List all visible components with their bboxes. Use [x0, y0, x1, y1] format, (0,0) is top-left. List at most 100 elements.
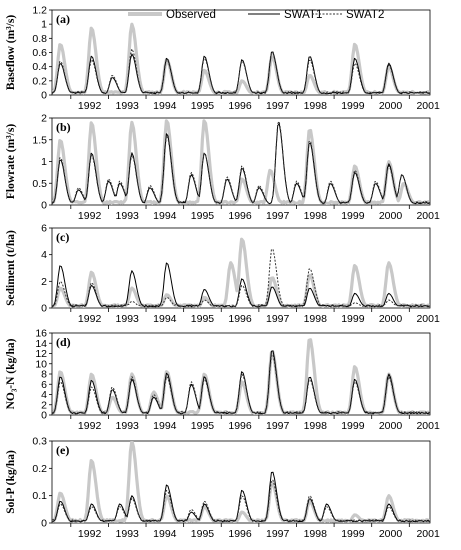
- x-tick-label: 1995: [191, 528, 215, 540]
- y-axis-label: Sol-P (kg/ha): [5, 450, 17, 514]
- y-tick-label: 8: [41, 369, 47, 381]
- x-tick-label: 1994: [153, 313, 177, 325]
- y-tick-label: 0.5: [32, 178, 47, 190]
- series-line-swat2: [52, 479, 430, 522]
- x-tick-label: 2000: [379, 313, 403, 325]
- y-tick-label: 1.2: [32, 5, 47, 17]
- y-tick-label: 0: [41, 200, 47, 212]
- x-tick-label: 1993: [116, 420, 140, 432]
- x-tick-label: 1993: [116, 313, 140, 325]
- series-line-observed: [52, 22, 430, 95]
- x-tick-label: 1995: [191, 100, 215, 112]
- y-tick-label: 0: [41, 410, 47, 422]
- y-tick-label: 0: [41, 518, 47, 530]
- x-tick-label: 1998: [304, 210, 328, 222]
- x-tick-label: 1992: [78, 210, 102, 222]
- panels-container: 0 0.2 0.4 0.6 0.8 1 1.2 1992 1993 1994 1995 1996 199…: [5, 5, 440, 541]
- x-tick-label: 1996: [228, 420, 252, 432]
- x-tick-label: 1999: [341, 210, 365, 222]
- x-tick-label: 1997: [266, 210, 290, 222]
- x-tick-label: 1999: [341, 528, 365, 540]
- x-tick-label: 1997: [266, 420, 290, 432]
- y-tick-label: 4: [41, 389, 47, 401]
- y-tick-label: 0.2: [32, 463, 47, 475]
- x-tick-label: 1994: [153, 528, 177, 540]
- y-tick-label: 10: [35, 358, 47, 370]
- x-tick-label: 1996: [228, 100, 252, 112]
- panel-label: (b): [56, 120, 71, 134]
- x-tick-label: 1993: [116, 100, 140, 112]
- panel-1: 0 0.2 0.4 0.6 0.8 1 1.2 1992 1993 1994 1995 1996 199…: [5, 5, 440, 113]
- x-tick-label: 1996: [228, 210, 252, 222]
- x-tick-label: 1998: [304, 420, 328, 432]
- x-tick-label: 1996: [228, 313, 252, 325]
- y-tick-label: 6: [41, 379, 47, 391]
- series-line-observed: [52, 119, 430, 205]
- x-tick-label: 2001: [416, 313, 440, 325]
- panel-label: (e): [56, 443, 69, 457]
- x-tick-label: 2000: [379, 100, 403, 112]
- y-tick-label: 1.5: [32, 134, 47, 146]
- x-tick-label: 1993: [116, 210, 140, 222]
- x-tick-label: 2001: [416, 100, 440, 112]
- y-tick-label: 14: [35, 338, 47, 350]
- x-tick-label: 1998: [304, 528, 328, 540]
- y-tick-label: 0.8: [32, 33, 47, 45]
- series-line-swat2: [52, 121, 430, 204]
- panel-label: (a): [56, 12, 70, 26]
- x-tick-label: 1997: [266, 313, 290, 325]
- y-axis-label: NO₃-N (kg/ha): [5, 338, 17, 409]
- y-tick-label: 16: [35, 328, 47, 340]
- x-tick-label: 1996: [228, 528, 252, 540]
- panel-5: 0 0.1 0.2 0.3 1992 1993 1994 1995 1996 1997 1998 19…: [5, 436, 440, 541]
- panel-2: 0 0.5 1 1.5 2 1992 1993 1994 1995 1996 1997 1998 199…: [5, 113, 440, 223]
- series-line-swat2: [52, 354, 430, 414]
- legend-swat1-label: SWAT1: [284, 9, 322, 21]
- x-tick-label: 1994: [153, 210, 177, 222]
- x-tick-label: 1992: [78, 528, 102, 540]
- x-tick-label: 1998: [304, 313, 328, 325]
- x-tick-label: 2000: [379, 420, 403, 432]
- y-tick-label: 4: [41, 249, 47, 261]
- panel-frame: [51, 440, 431, 524]
- legend-swat2-label: SWAT2: [346, 9, 384, 21]
- x-tick-label: 1992: [78, 313, 102, 325]
- y-tick-label: 0.1: [32, 490, 47, 502]
- x-tick-label: 1992: [78, 420, 102, 432]
- y-axis-label: Sediment (t/ha): [5, 230, 17, 306]
- x-tick-label: 1999: [341, 313, 365, 325]
- series-line-swat1: [52, 262, 430, 308]
- x-tick-label: 1997: [266, 528, 290, 540]
- y-tick-label: 0.2: [32, 75, 47, 87]
- y-tick-label: 0.3: [32, 436, 47, 448]
- x-tick-label: 1993: [116, 528, 140, 540]
- series-line-swat2: [52, 48, 430, 94]
- panel-frame: [51, 227, 431, 309]
- x-tick-label: 2000: [379, 528, 403, 540]
- x-tick-label: 2000: [379, 210, 403, 222]
- x-tick-label: 2001: [416, 420, 440, 432]
- x-tick-label: 1994: [153, 100, 177, 112]
- x-tick-label: 1998: [304, 100, 328, 112]
- y-tick-label: 1: [41, 19, 47, 31]
- x-tick-label: 1995: [191, 210, 215, 222]
- panel-3: 0 2 4 6 1992 1993 1994 1995 1996 1997 1998 1999 2000…: [5, 223, 440, 326]
- x-tick-label: 1999: [341, 420, 365, 432]
- x-tick-label: 2001: [416, 210, 440, 222]
- y-tick-label: 0.4: [32, 61, 47, 73]
- x-tick-label: 1997: [266, 100, 290, 112]
- y-tick-label: 0: [41, 90, 47, 102]
- y-tick-label: 6: [41, 223, 47, 235]
- y-axis-label: Baseflow (m³/s): [5, 15, 17, 90]
- x-tick-label: 1999: [341, 100, 365, 112]
- x-tick-label: 1995: [191, 313, 215, 325]
- y-tick-label: 2: [41, 113, 47, 125]
- y-tick-label: 0.6: [32, 47, 47, 59]
- panel-label: (c): [56, 230, 69, 244]
- x-tick-label: 1994: [153, 420, 177, 432]
- panel-label: (d): [56, 335, 71, 349]
- y-tick-label: 1: [41, 156, 47, 168]
- y-tick-label: 0: [41, 303, 47, 315]
